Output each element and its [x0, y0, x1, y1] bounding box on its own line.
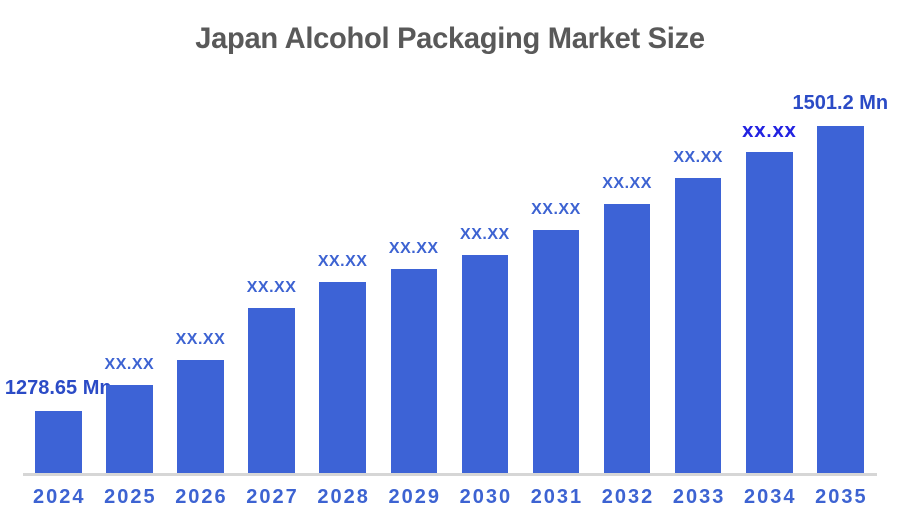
bar-value-label: XX.XX [175, 331, 226, 348]
bar-value-label: XX.XX [388, 240, 439, 257]
bar [817, 126, 864, 473]
bar [319, 282, 366, 473]
x-axis-label: 2031 [530, 486, 584, 508]
bar [177, 360, 224, 473]
x-axis-label: 2033 [672, 486, 726, 508]
x-axis-label: 2027 [246, 486, 299, 508]
chart-title: Japan Alcohol Packaging Market Size [195, 22, 705, 55]
x-axis-label: 2029 [388, 486, 441, 508]
bar [603, 204, 651, 473]
bar-value-label: XX.XX [742, 123, 797, 141]
bar-value-label: XX.XX [673, 149, 723, 166]
bar [106, 385, 153, 473]
bar-value-label: XX.XX [460, 226, 510, 243]
x-axis-label: 2025 [104, 486, 157, 508]
bar [532, 230, 580, 473]
x-axis-line [23, 473, 877, 476]
bar-value-label: 1278.65 Mn [4, 377, 112, 399]
bar [390, 269, 437, 473]
bar [674, 178, 722, 473]
bar-value-label: XX.XX [602, 175, 652, 192]
x-axis-label: 2030 [459, 486, 513, 508]
bar-value-label: XX.XX [317, 253, 368, 270]
x-axis-label: 2024 [33, 486, 86, 508]
x-axis-label: 2026 [175, 486, 228, 508]
bar [248, 308, 295, 473]
x-axis-label: 2028 [317, 486, 370, 508]
x-axis-label: 2035 [815, 486, 868, 508]
bar [746, 152, 793, 473]
bar [461, 255, 509, 473]
bar-value-label: XX.XX [531, 201, 581, 218]
bar-value-label: XX.XX [104, 356, 155, 373]
bar-value-label: XX.XX [246, 279, 297, 296]
bar [35, 411, 82, 473]
bar-value-label: 1501.2 Mn [792, 92, 889, 114]
x-axis-label: 2034 [744, 486, 797, 508]
x-axis-label: 2032 [601, 486, 655, 508]
